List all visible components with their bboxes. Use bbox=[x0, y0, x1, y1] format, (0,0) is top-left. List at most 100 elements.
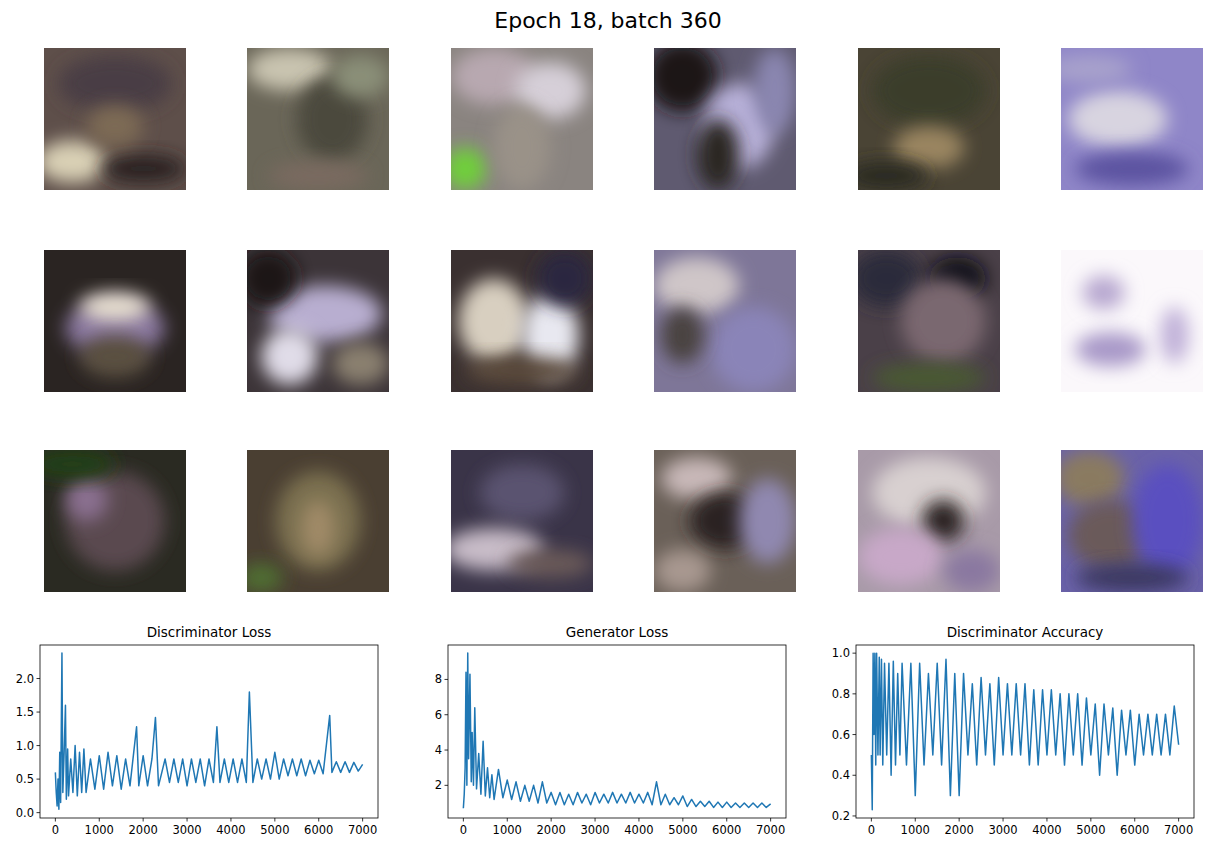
sample-image bbox=[1061, 48, 1203, 190]
x-tick-label: 6000 bbox=[712, 823, 741, 837]
chart-title: Discriminator Accuracy bbox=[947, 624, 1104, 640]
sample-image bbox=[247, 450, 389, 592]
y-tick bbox=[37, 712, 41, 713]
series-line bbox=[55, 653, 362, 809]
x-tick bbox=[507, 818, 508, 822]
chart: 010002000300040005000600070000.20.40.60.… bbox=[832, 624, 1194, 837]
image-blob bbox=[901, 278, 986, 363]
x-tick-label: 0 bbox=[460, 823, 467, 837]
sample-image bbox=[451, 250, 593, 392]
x-tick-label: 7000 bbox=[348, 823, 377, 837]
x-tick-label: 6000 bbox=[1120, 823, 1149, 837]
image-base bbox=[654, 250, 796, 392]
plot-area bbox=[871, 653, 1178, 810]
y-tick bbox=[445, 714, 449, 715]
x-tick bbox=[1134, 818, 1135, 822]
image-base bbox=[1061, 250, 1203, 392]
axes-frame bbox=[40, 645, 378, 818]
y-tick bbox=[445, 679, 449, 680]
x-tick-label: 3000 bbox=[172, 823, 201, 837]
image-blob bbox=[465, 357, 579, 385]
image-blob bbox=[1132, 464, 1203, 578]
sample-image bbox=[654, 48, 796, 190]
image-blob bbox=[65, 471, 164, 570]
x-tick-label: 3000 bbox=[988, 823, 1017, 837]
image-blob bbox=[654, 48, 718, 112]
x-tick bbox=[55, 818, 56, 822]
sample-image bbox=[858, 48, 1000, 190]
x-tick-label: 5000 bbox=[668, 823, 697, 837]
image-blob bbox=[753, 48, 796, 133]
image-blob bbox=[536, 250, 593, 307]
x-tick bbox=[230, 818, 231, 822]
image-blob bbox=[44, 140, 108, 183]
x-tick-label: 4000 bbox=[624, 823, 653, 837]
sample-image bbox=[858, 450, 1000, 592]
x-tick bbox=[682, 818, 683, 822]
image-blob bbox=[858, 162, 929, 190]
image-blob bbox=[80, 335, 151, 378]
sample-image bbox=[858, 250, 1000, 392]
sample-image bbox=[1061, 250, 1203, 392]
image-blob bbox=[101, 155, 186, 183]
y-tick-label: 8 bbox=[435, 672, 442, 686]
x-tick-label: 0 bbox=[868, 823, 875, 837]
image-blob bbox=[332, 55, 389, 98]
y-tick-label: 0.6 bbox=[832, 728, 850, 742]
y-tick bbox=[853, 815, 857, 816]
sample-image bbox=[451, 450, 593, 592]
y-tick-label: 2 bbox=[435, 778, 442, 792]
image-blob bbox=[858, 528, 943, 585]
axes-frame bbox=[856, 645, 1194, 818]
image-blob bbox=[332, 342, 389, 385]
series-line bbox=[463, 653, 770, 808]
y-tick-label: 1.0 bbox=[16, 739, 34, 753]
sample-image bbox=[654, 450, 796, 592]
image-blob bbox=[275, 471, 360, 570]
x-tick-label: 5000 bbox=[1076, 823, 1105, 837]
y-tick-label: 0.4 bbox=[832, 768, 850, 782]
x-tick-label: 5000 bbox=[260, 823, 289, 837]
axes-frame bbox=[448, 645, 786, 818]
sample-image bbox=[44, 48, 186, 190]
image-base bbox=[247, 48, 389, 190]
image-blob bbox=[661, 307, 704, 364]
y-tick-label: 6 bbox=[435, 708, 442, 722]
y-tick bbox=[37, 779, 41, 780]
image-blob bbox=[261, 328, 318, 385]
y-tick-label: 1.0 bbox=[832, 646, 850, 660]
image-blob bbox=[894, 126, 965, 169]
y-tick-label: 0.2 bbox=[832, 809, 850, 823]
image-blob bbox=[494, 105, 551, 190]
x-tick-label: 7000 bbox=[1164, 823, 1193, 837]
series-line bbox=[871, 653, 1178, 810]
x-tick-label: 1000 bbox=[493, 823, 522, 837]
image-blob bbox=[1082, 276, 1125, 310]
x-tick bbox=[959, 818, 960, 822]
chart-title: Discriminator Loss bbox=[147, 624, 272, 640]
image-blob bbox=[247, 564, 283, 592]
x-tick bbox=[1178, 818, 1179, 822]
image-base bbox=[858, 450, 1000, 592]
image-blob bbox=[654, 549, 711, 592]
figure-title: Epoch 18, batch 360 bbox=[494, 8, 721, 33]
chart: 010002000300040005000600070000.00.51.01.… bbox=[16, 624, 378, 837]
sample-image bbox=[247, 250, 389, 392]
image-base bbox=[451, 450, 593, 592]
image-blob bbox=[58, 55, 172, 112]
image-base bbox=[451, 250, 593, 392]
x-tick bbox=[595, 818, 596, 822]
image-blob bbox=[451, 147, 487, 190]
y-tick bbox=[37, 812, 41, 813]
sample-image bbox=[451, 48, 593, 190]
x-tick bbox=[99, 818, 100, 822]
image-blob bbox=[697, 119, 740, 190]
y-tick bbox=[853, 775, 857, 776]
image-blob bbox=[872, 55, 986, 126]
image-blob bbox=[654, 257, 739, 314]
x-tick-label: 2000 bbox=[537, 823, 566, 837]
image-blob bbox=[1061, 450, 1125, 507]
y-tick bbox=[37, 745, 41, 746]
image-blob bbox=[739, 478, 796, 563]
x-tick-label: 1000 bbox=[85, 823, 114, 837]
